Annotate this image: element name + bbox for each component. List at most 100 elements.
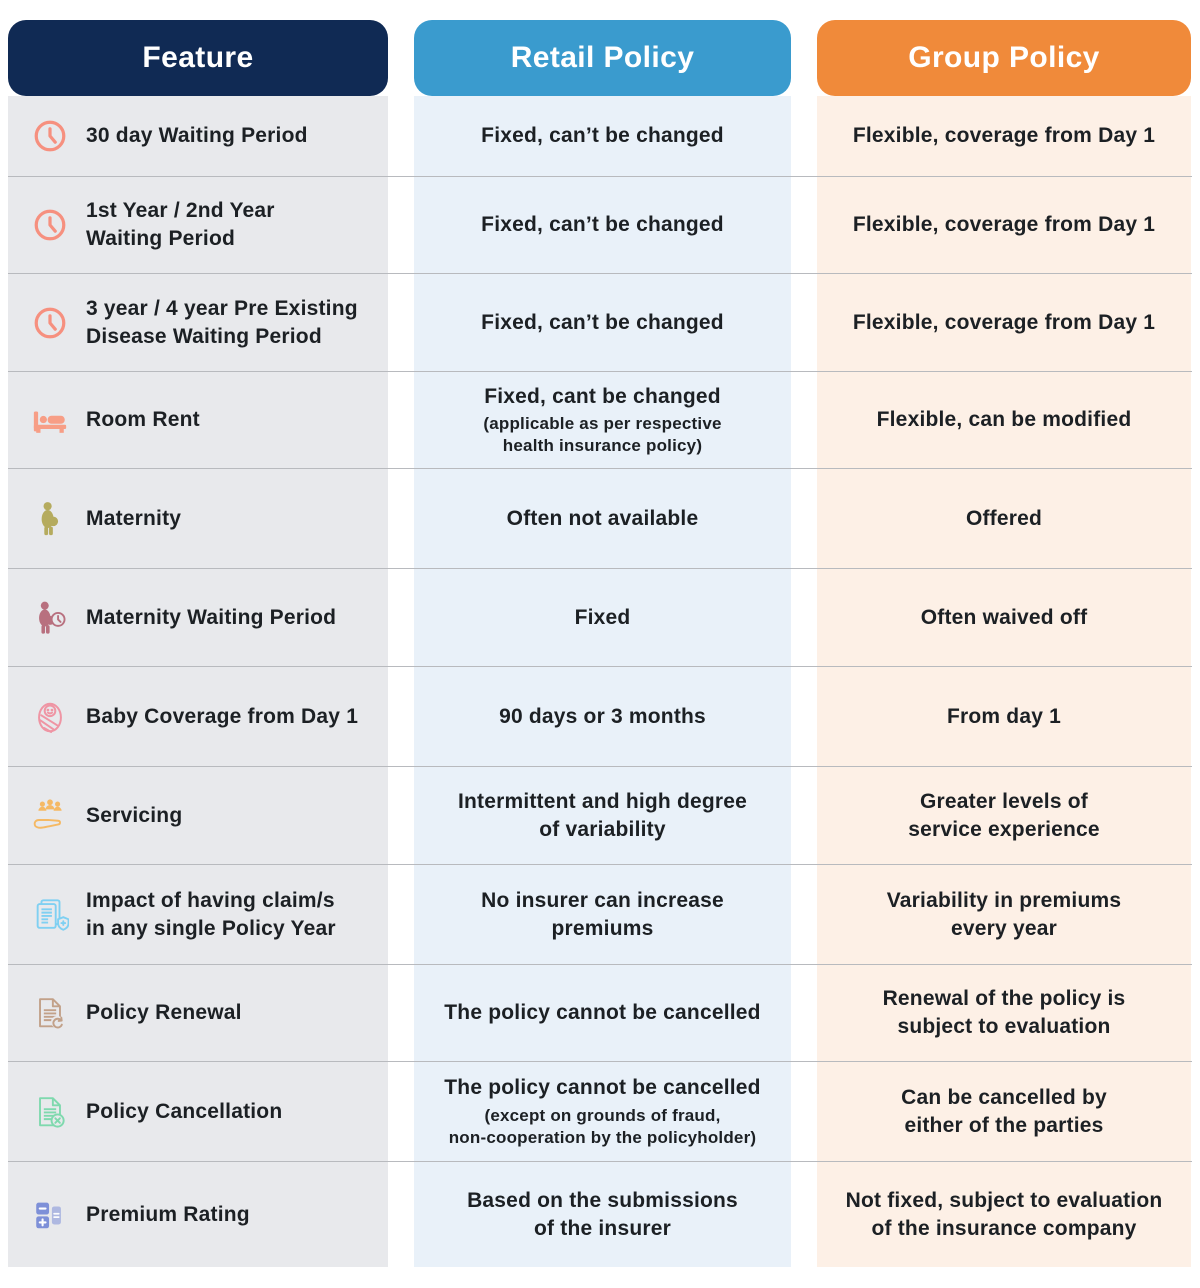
table-row: Policy Cancellation The policy cannot be …: [8, 1061, 1192, 1161]
baby-icon: [28, 698, 72, 736]
claim-document-icon: [28, 896, 72, 934]
group-value: Can be cancelled by either of the partie…: [901, 1085, 1107, 1137]
table-body: 30 day Waiting Period Fixed, can’t be cha…: [8, 96, 1192, 1267]
retail-value: Fixed, can’t be changed: [481, 124, 724, 148]
table-row: Maternity Often not available Offered: [8, 468, 1192, 568]
retail-value: 90 days or 3 months: [499, 704, 706, 728]
header-retail-policy: Retail Policy: [414, 20, 791, 96]
retail-value: Intermittent and high degree of variabil…: [457, 789, 748, 841]
retail-value-note: (applicable as per respective health ins…: [483, 414, 722, 456]
feature-cell: 1st Year / 2nd Year Waiting Period: [8, 177, 388, 273]
clock-icon: [28, 304, 72, 342]
policy-renewal-icon: [28, 994, 72, 1032]
feature-label: Maternity Waiting Period: [86, 605, 337, 629]
feature-cell: Policy Renewal: [8, 965, 388, 1061]
retail-value-note: (except on grounds of fraud, non-coopera…: [448, 1105, 757, 1147]
retail-policy-cell: Fixed, can’t be changed: [414, 96, 791, 176]
group-value: Often waived off: [920, 605, 1088, 629]
feature-cell: Policy Cancellation: [8, 1062, 388, 1161]
group-policy-cell: Not fixed, subject to evaluation of the …: [817, 1162, 1191, 1267]
retail-value: Fixed, cant be changed: [484, 384, 721, 408]
feature-label: Maternity: [86, 506, 182, 530]
table-row: 3 year / 4 year Pre Existing Disease Wai…: [8, 273, 1192, 371]
retail-value: The policy cannot be cancelled: [444, 1001, 761, 1025]
group-value: From day 1: [946, 704, 1062, 728]
table-row: Policy Renewal The policy cannot be cance…: [8, 964, 1192, 1061]
retail-value: Based on the submissions of the insurer: [467, 1188, 738, 1240]
retail-value: The policy cannot be cancelled: [444, 1076, 761, 1100]
group-policy-cell: Flexible, coverage from Day 1: [817, 177, 1191, 273]
table-row: Premium Rating Based on the submissions o…: [8, 1161, 1192, 1267]
feature-label: 30 day Waiting Period: [86, 124, 308, 148]
feature-label: Room Rent: [86, 408, 200, 432]
feature-cell: 3 year / 4 year Pre Existing Disease Wai…: [8, 274, 388, 371]
feature-label: Premium Rating: [86, 1202, 250, 1226]
group-value: Flexible, coverage from Day 1: [852, 124, 1156, 148]
table-row: 1st Year / 2nd Year Waiting Period Fixed,…: [8, 176, 1192, 273]
feature-cell: Baby Coverage from Day 1: [8, 667, 388, 766]
retail-value: Fixed, can’t be changed: [481, 310, 724, 334]
retail-policy-cell: Fixed, can’t be changed: [414, 177, 791, 273]
retail-policy-cell: Fixed: [414, 569, 791, 666]
feature-label: Policy Cancellation: [86, 1099, 283, 1123]
maternity-clock-icon: [28, 599, 72, 637]
retail-value: Fixed: [574, 605, 631, 629]
group-policy-cell: Greater levels of service experience: [817, 767, 1191, 864]
group-policy-cell: Offered: [817, 469, 1191, 568]
pregnant-woman-icon: [28, 500, 72, 538]
feature-cell: Room Rent: [8, 372, 388, 468]
retail-policy-cell: 90 days or 3 months: [414, 667, 791, 766]
clock-icon: [28, 117, 72, 155]
clock-icon: [28, 206, 72, 244]
group-value: Flexible, coverage from Day 1: [852, 310, 1156, 334]
retail-value: Often not available: [506, 506, 699, 530]
header-feature: Feature: [8, 20, 388, 96]
table-row: Servicing Intermittent and high degree of…: [8, 766, 1192, 864]
header-group-policy: Group Policy: [817, 20, 1191, 96]
retail-policy-cell: Intermittent and high degree of variabil…: [414, 767, 791, 864]
feature-cell: Premium Rating: [8, 1162, 388, 1267]
group-policy-cell: Flexible, can be modified: [817, 372, 1191, 468]
feature-label: Servicing: [86, 803, 183, 827]
table-row: 30 day Waiting Period Fixed, can’t be cha…: [8, 96, 1192, 176]
policy-cancellation-icon: [28, 1093, 72, 1131]
retail-value: Fixed, can’t be changed: [481, 213, 724, 237]
retail-policy-cell: Often not available: [414, 469, 791, 568]
feature-cell: 30 day Waiting Period: [8, 96, 388, 176]
group-value: Renewal of the policy is subject to eval…: [882, 987, 1126, 1038]
calculator-icon: [28, 1196, 72, 1234]
feature-cell: Servicing: [8, 767, 388, 864]
feature-cell: Maternity Waiting Period: [8, 569, 388, 666]
group-value: Variability in premiums every year: [886, 888, 1122, 940]
group-policy-cell: Variability in premiums every year: [817, 865, 1191, 964]
feature-label: Baby Coverage from Day 1: [86, 704, 359, 728]
group-value: Offered: [965, 506, 1043, 530]
group-value: Not fixed, subject to evaluation of the …: [845, 1188, 1163, 1240]
service-hand-icon: [28, 797, 72, 835]
retail-policy-cell: Fixed, can’t be changed: [414, 274, 791, 371]
table-row: Impact of having claim/s in any single P…: [8, 864, 1192, 964]
group-policy-cell: Renewal of the policy is subject to eval…: [817, 965, 1191, 1061]
feature-label: Policy Renewal: [86, 1001, 242, 1025]
table-header-row: Feature Retail Policy Group Policy: [8, 20, 1192, 96]
table-row: Baby Coverage from Day 1 90 days or 3 mon…: [8, 666, 1192, 766]
feature-label: 1st Year / 2nd Year Waiting Period: [86, 199, 275, 250]
retail-policy-cell: No insurer can increase premiums: [414, 865, 791, 964]
feature-cell: Maternity: [8, 469, 388, 568]
bed-icon: [28, 401, 72, 439]
group-policy-cell: From day 1: [817, 667, 1191, 766]
retail-policy-cell: The policy cannot be cancelled: [414, 965, 791, 1061]
feature-label: Impact of having claim/s in any single P…: [86, 888, 336, 940]
retail-policy-cell: The policy cannot be cancelled (except on…: [414, 1062, 791, 1161]
group-value: Flexible, can be modified: [876, 408, 1132, 432]
group-policy-cell: Can be cancelled by either of the partie…: [817, 1062, 1191, 1161]
group-policy-cell: Often waived off: [817, 569, 1191, 666]
retail-policy-cell: Fixed, cant be changed (applicable as per…: [414, 372, 791, 468]
group-policy-cell: Flexible, coverage from Day 1: [817, 274, 1191, 371]
feature-label: 3 year / 4 year Pre Existing Disease Wai…: [86, 296, 358, 348]
table-row: Room Rent Fixed, cant be changed (applicab…: [8, 371, 1192, 468]
table-row: Maternity Waiting Period Fixed Often waive…: [8, 568, 1192, 666]
feature-cell: Impact of having claim/s in any single P…: [8, 865, 388, 964]
group-policy-cell: Flexible, coverage from Day 1: [817, 96, 1191, 176]
